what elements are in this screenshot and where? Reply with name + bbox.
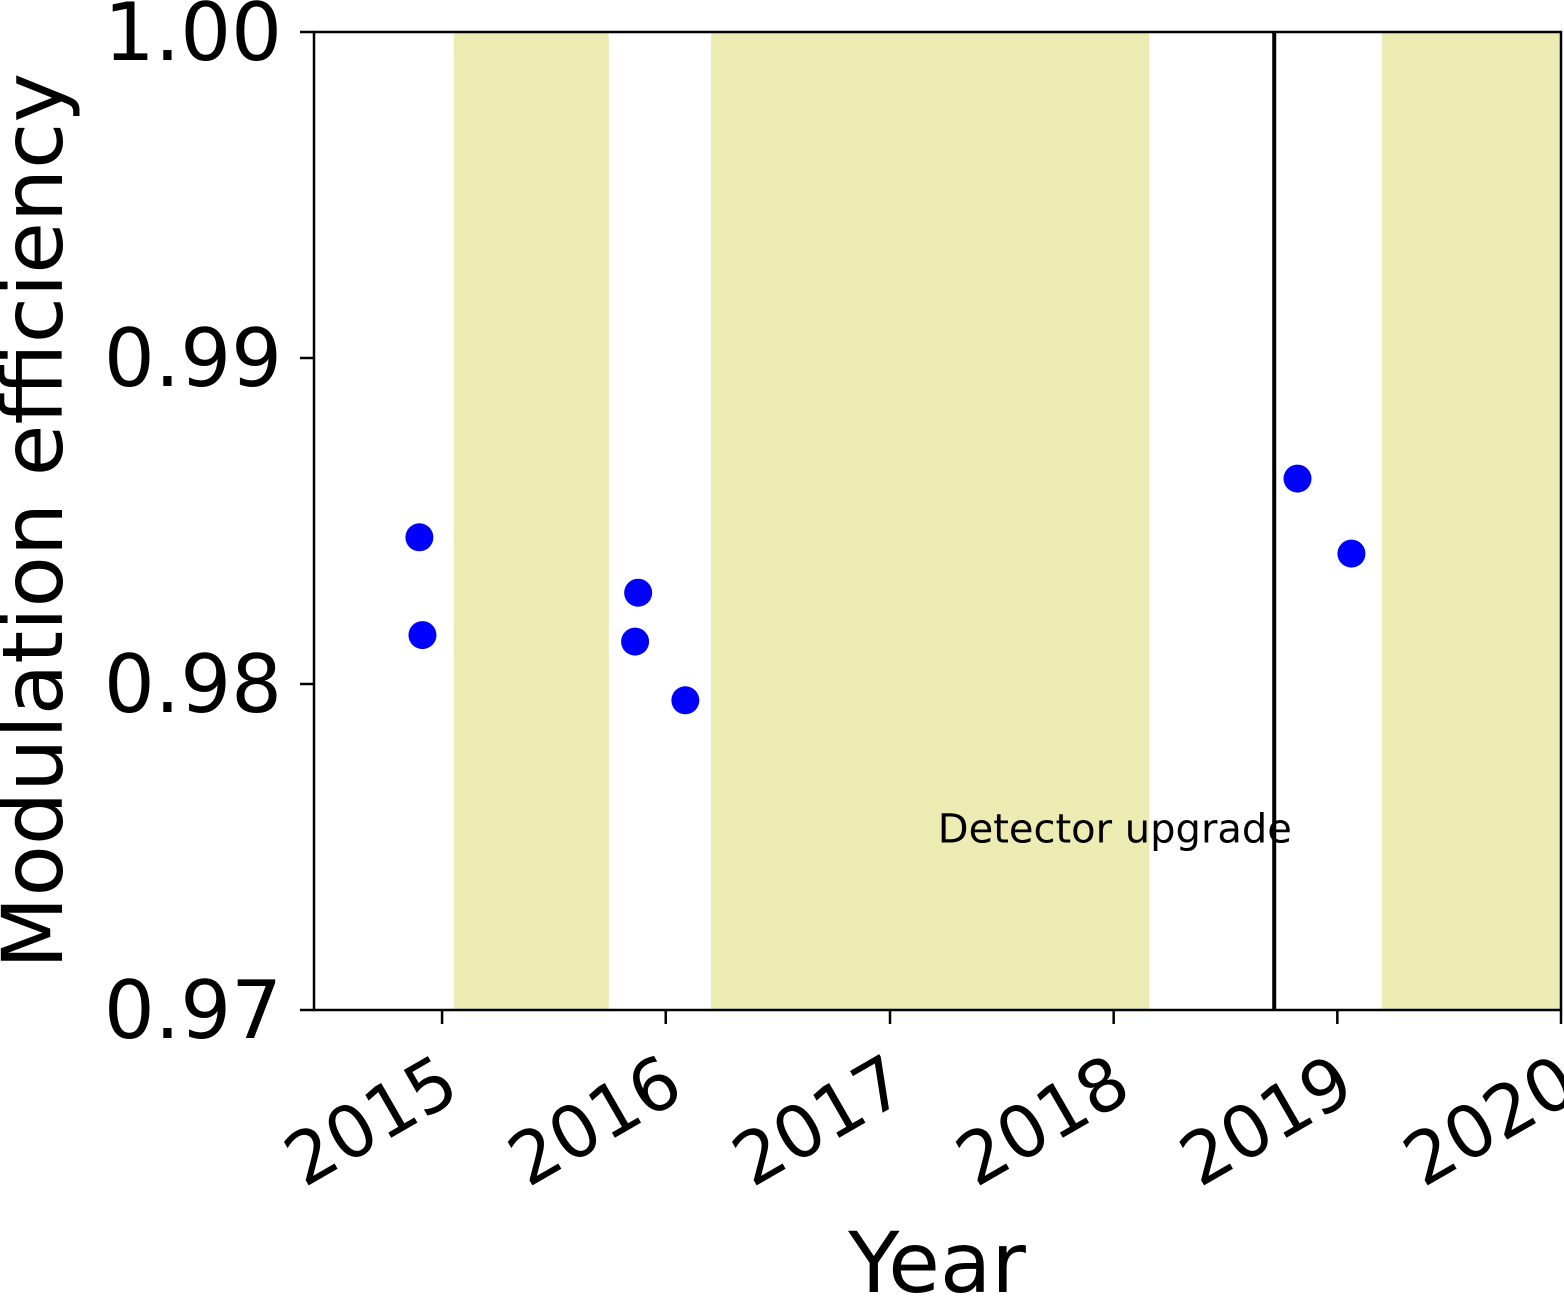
data-point-6 (1283, 464, 1312, 493)
x-tick-label-2018: 2018 (942, 1038, 1143, 1202)
shaded-period-1 (453, 32, 609, 1010)
data-point-2 (408, 621, 437, 650)
data-point-5 (671, 686, 700, 715)
x-axis-title: Year (847, 1214, 1026, 1297)
y-tick-label-1.00: 1.00 (104, 0, 282, 79)
shaded-period-3 (1382, 32, 1561, 1010)
data-point-3 (621, 627, 650, 656)
x-tick-label-2017: 2017 (719, 1038, 920, 1202)
x-tick-label-2019: 2019 (1166, 1038, 1367, 1202)
y-axis-ticks: 0.97 0.98 0.99 1.00 (104, 0, 314, 1057)
data-point-1 (405, 523, 434, 552)
x-axis-ticks: 2015 2016 2017 2018 2019 2020 (271, 1010, 1564, 1203)
data-point-7 (1337, 539, 1366, 568)
y-tick-label-0.97: 0.97 (104, 964, 282, 1057)
y-tick-label-0.99: 0.99 (104, 312, 282, 405)
y-tick-label-0.98: 0.98 (104, 638, 282, 731)
annotation-1: Detector upgrade (938, 807, 1292, 853)
shaded-period-2 (711, 32, 1150, 1010)
x-tick-label-2015: 2015 (271, 1038, 472, 1202)
data-point-4 (624, 578, 653, 607)
plot-frame (312, 30, 1563, 1012)
y-axis-title: Modulation efficiency (0, 73, 82, 969)
data-points (405, 464, 1366, 715)
x-tick-label-2020: 2020 (1390, 1038, 1564, 1202)
annotations: Detector upgrade (938, 807, 1292, 853)
x-tick-label-2016: 2016 (494, 1038, 695, 1202)
shaded-periods (453, 32, 1561, 1010)
